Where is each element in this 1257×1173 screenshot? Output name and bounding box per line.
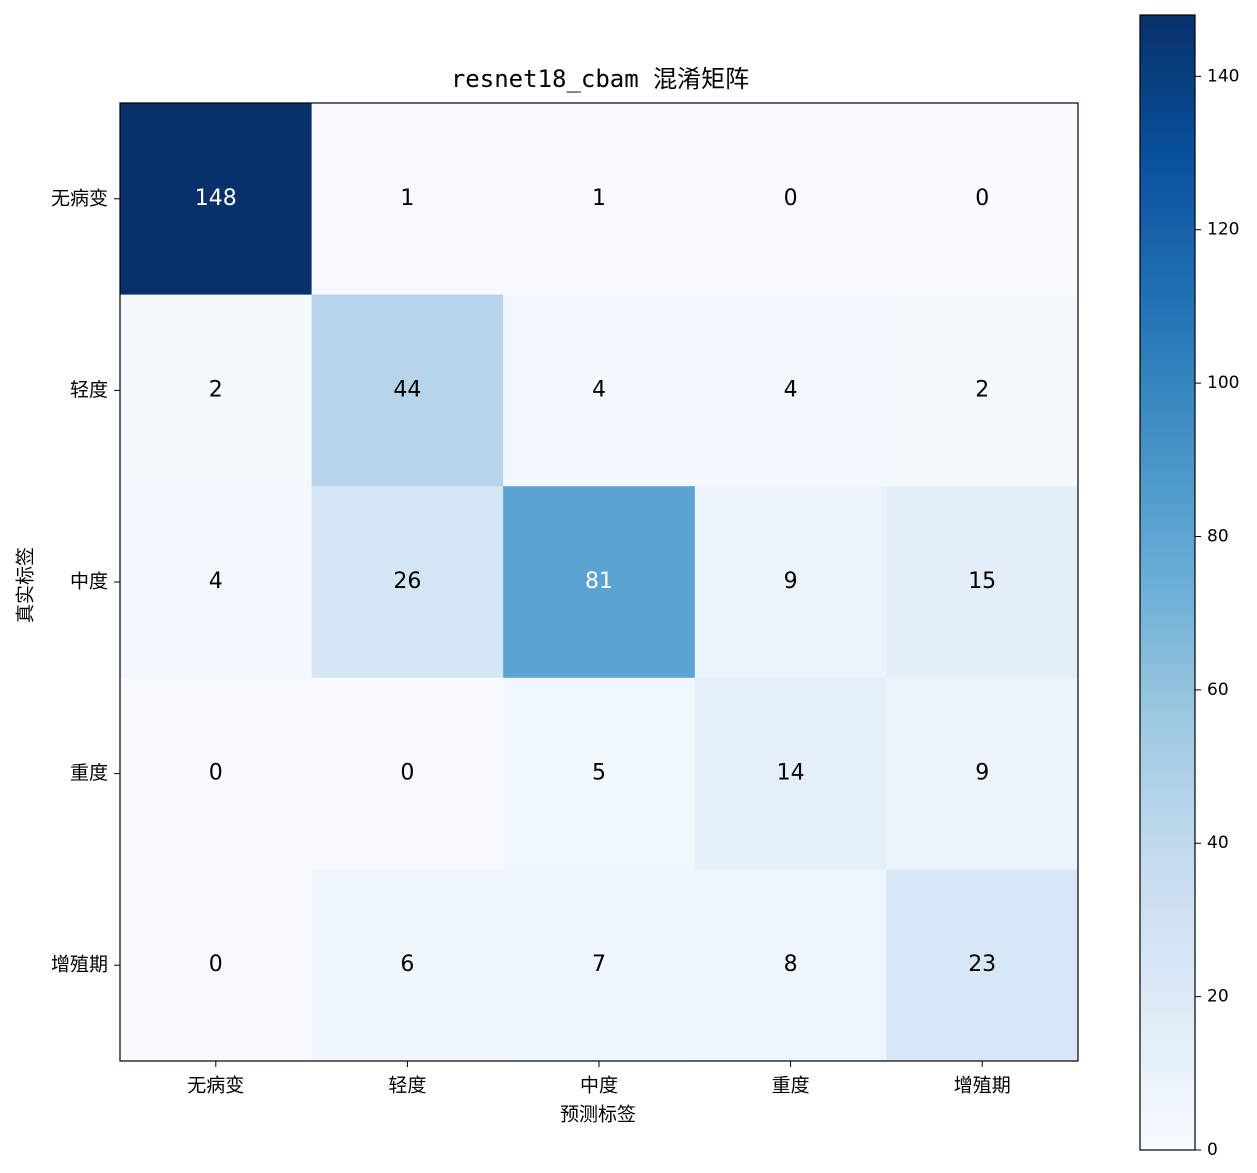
heatmap-cell xyxy=(886,486,1079,679)
x-tick-label: 轻度 xyxy=(388,1075,426,1097)
cell-label: 0 xyxy=(784,186,798,211)
colorbar-tick-label: 20 xyxy=(1207,987,1229,1007)
colorbar xyxy=(1139,14,1196,1151)
cell-label: 1 xyxy=(400,186,414,211)
cell-label: 8 xyxy=(784,952,798,977)
heatmap-cell xyxy=(120,294,313,487)
cell-label: 81 xyxy=(585,569,613,594)
heatmap-cell xyxy=(311,677,504,870)
chart-title: resnet18_cbam 混淆矩阵 xyxy=(451,65,749,93)
heatmap-cell xyxy=(694,294,887,487)
y-axis-label: 真实标签 xyxy=(15,547,37,623)
heatmap-cell xyxy=(503,103,696,296)
heatmap-cell xyxy=(886,103,1079,296)
colorbar-tick-label: 0 xyxy=(1207,1140,1218,1160)
cell-label: 0 xyxy=(975,186,989,211)
cell-label: 9 xyxy=(975,761,989,786)
cell-label: 0 xyxy=(209,952,223,977)
colorbar-tick-label: 40 xyxy=(1207,833,1229,853)
heatmap-cell xyxy=(886,294,1079,487)
cell-label: 15 xyxy=(968,569,996,594)
x-axis-label: 预测标签 xyxy=(560,1104,636,1126)
heatmap-cell xyxy=(311,486,504,679)
cell-label: 1 xyxy=(592,186,606,211)
colorbar-tick-label: 140 xyxy=(1207,66,1239,86)
heatmap-cell xyxy=(694,103,887,296)
heatmap-cell xyxy=(503,486,696,679)
cell-label: 9 xyxy=(784,569,798,594)
heatmap-cell xyxy=(120,103,313,296)
y-tick-label: 增殖期 xyxy=(51,954,108,976)
cell-label: 7 xyxy=(592,952,606,977)
cell-label: 148 xyxy=(195,186,237,211)
colorbar-tick-label: 100 xyxy=(1207,373,1239,393)
heatmap-cell xyxy=(503,294,696,487)
cell-label: 44 xyxy=(393,377,421,402)
heatmap-cell xyxy=(311,869,504,1062)
colorbar-tick-label: 60 xyxy=(1207,680,1229,700)
y-tick-label: 无病变 xyxy=(51,187,108,209)
y-tick-label: 中度 xyxy=(70,571,108,593)
cell-label: 2 xyxy=(975,377,989,402)
x-tick-label: 中度 xyxy=(580,1075,618,1097)
cell-label: 0 xyxy=(400,761,414,786)
colorbar-tick-label: 120 xyxy=(1207,220,1239,240)
colorbar-tick-label: 80 xyxy=(1207,526,1229,546)
x-tick-label: 增殖期 xyxy=(954,1075,1011,1097)
y-tick-label: 重度 xyxy=(70,762,108,784)
heatmap-cell xyxy=(886,869,1079,1062)
cell-label: 4 xyxy=(784,377,798,402)
cell-label: 6 xyxy=(400,952,414,977)
cell-label: 14 xyxy=(777,761,805,786)
cell-label: 0 xyxy=(209,761,223,786)
cell-label: 23 xyxy=(968,952,996,977)
x-tick-label: 无病变 xyxy=(187,1075,244,1097)
heatmap-cell xyxy=(503,869,696,1062)
heatmap-cell xyxy=(886,677,1079,870)
cell-label: 26 xyxy=(393,569,421,594)
heatmap-cell xyxy=(694,486,887,679)
cell-label: 5 xyxy=(592,761,606,786)
heatmap-cell xyxy=(311,103,504,296)
cell-label: 4 xyxy=(209,569,223,594)
heatmap-cell xyxy=(120,486,313,679)
cell-label: 4 xyxy=(592,377,606,402)
heatmap-cell xyxy=(120,869,313,1062)
heatmap-cell xyxy=(120,677,313,870)
heatmap-cell xyxy=(694,869,887,1062)
heatmap-cell xyxy=(311,294,504,487)
cell-label: 2 xyxy=(209,377,223,402)
heatmap-cell xyxy=(503,677,696,870)
y-tick-label: 轻度 xyxy=(70,379,108,401)
x-tick-label: 重度 xyxy=(772,1075,810,1097)
heatmap-cell xyxy=(694,677,887,870)
